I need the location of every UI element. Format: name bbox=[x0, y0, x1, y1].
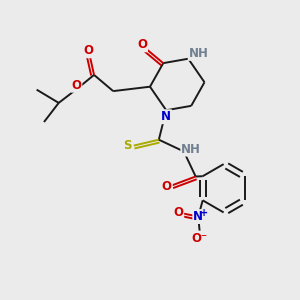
Text: +: + bbox=[200, 208, 208, 218]
Text: S: S bbox=[123, 139, 132, 152]
Text: O: O bbox=[71, 79, 81, 92]
Text: NH: NH bbox=[181, 142, 201, 156]
Text: O: O bbox=[173, 206, 183, 219]
Text: O: O bbox=[162, 180, 172, 193]
Text: N: N bbox=[193, 210, 203, 223]
Text: O: O bbox=[137, 38, 147, 51]
Text: O⁻: O⁻ bbox=[192, 232, 208, 244]
Text: O: O bbox=[83, 44, 93, 57]
Text: N: N bbox=[161, 110, 171, 123]
Text: NH: NH bbox=[189, 47, 208, 60]
